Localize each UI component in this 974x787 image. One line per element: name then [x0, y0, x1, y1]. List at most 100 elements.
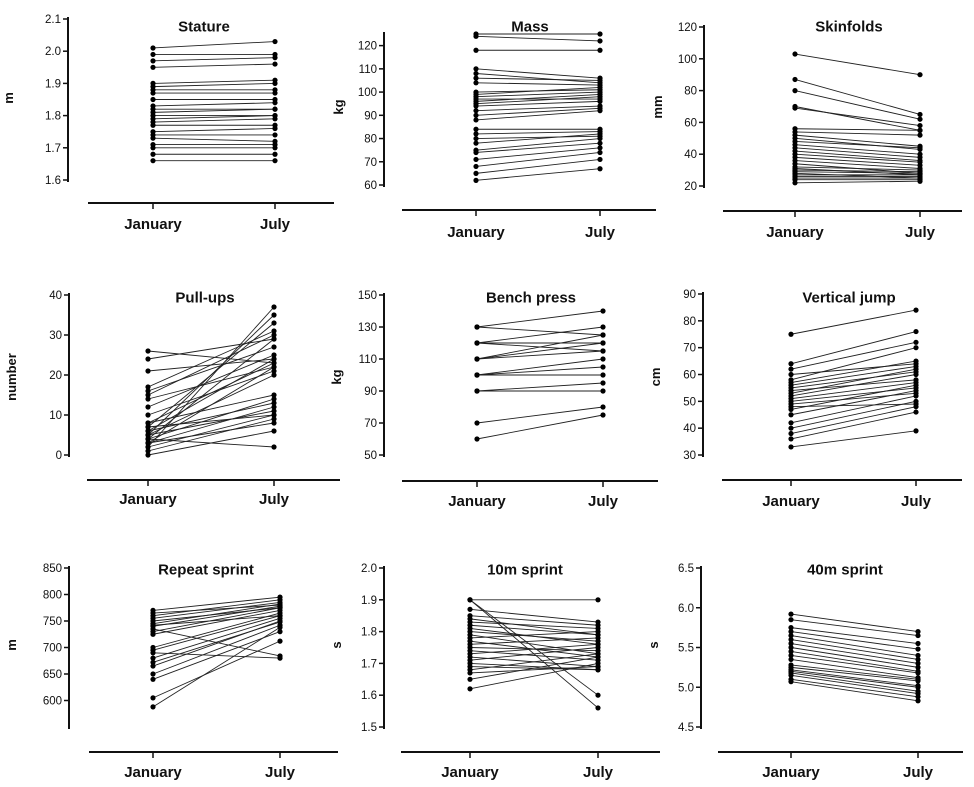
subject-line [790, 371, 917, 389]
point-january [473, 70, 479, 77]
point-july [913, 390, 919, 396]
y-tick-label: 800 [43, 590, 62, 602]
point-july [915, 698, 921, 704]
x-category-label: July [901, 493, 932, 510]
point-july [272, 106, 278, 112]
point-july [913, 409, 919, 415]
point-july [600, 348, 606, 354]
y-axis-label: s [329, 641, 344, 648]
chart-panel-4: Pull-ups number 0 10 20 30 40 January July [4, 289, 340, 508]
y-tick-label: 60 [683, 370, 696, 382]
point-july [915, 675, 921, 681]
paired-series [150, 38, 278, 164]
subject-line [152, 612, 281, 648]
subject-line [790, 613, 919, 633]
point-july [272, 38, 278, 45]
y-tick-label: 30 [683, 450, 696, 462]
point-january [788, 656, 794, 663]
paired-series [467, 597, 601, 711]
point-january [788, 361, 794, 367]
subject-line [475, 147, 601, 160]
point-january [145, 420, 151, 426]
subject-line [469, 631, 599, 639]
subject-line [790, 658, 919, 679]
subject-line [790, 382, 917, 400]
point-january [474, 372, 480, 378]
y-tick-label: 5.0 [678, 682, 694, 694]
chart-title: Pull-ups [175, 289, 234, 306]
y-axis-label: kg [329, 369, 344, 384]
subject-line [147, 438, 275, 448]
point-july [271, 420, 277, 426]
point-january [150, 51, 156, 58]
point-july [272, 51, 278, 58]
subject-line [790, 400, 917, 429]
point-july [913, 345, 919, 351]
point-january [145, 368, 151, 374]
chart-title: Skinfolds [815, 18, 883, 35]
point-july [597, 80, 603, 86]
y-tick-label: 850 [43, 563, 62, 575]
subject-line [147, 322, 275, 428]
y-tick-label: 20 [49, 370, 62, 382]
point-july [913, 339, 919, 345]
y-tick-label: 60 [364, 180, 377, 192]
y-tick-label: 1.7 [45, 143, 61, 155]
x-category-label: January [766, 224, 824, 241]
subject-line [147, 410, 275, 436]
subject-line [469, 656, 599, 668]
subject-line [475, 131, 601, 135]
point-january [474, 436, 480, 442]
point-july [271, 312, 277, 318]
point-january [145, 412, 151, 418]
point-january [150, 129, 156, 135]
y-tick-label: 6.5 [678, 563, 694, 575]
subject-line [790, 678, 919, 698]
point-january [473, 47, 479, 53]
point-january [473, 108, 479, 114]
subject-line [152, 617, 281, 659]
subject-line [790, 643, 919, 664]
y-tick-label: 80 [683, 316, 696, 328]
point-july [915, 683, 921, 689]
point-july [917, 151, 923, 157]
subject-line [790, 341, 917, 370]
subject-line [476, 310, 604, 328]
point-july [597, 149, 603, 156]
point-july [272, 113, 278, 119]
point-january [788, 617, 794, 623]
x-category-label: July [583, 764, 614, 781]
x-category-label: January [762, 764, 820, 781]
subject-line [475, 133, 601, 144]
subject-line [476, 342, 604, 352]
subject-line [794, 147, 921, 158]
y-axis-label: kg [331, 99, 346, 114]
point-january [150, 58, 156, 64]
subject-line [475, 142, 601, 153]
subject-line [790, 651, 919, 672]
subject-line [147, 358, 275, 432]
y-tick-label: 110 [359, 64, 377, 76]
point-july [271, 304, 277, 310]
subject-line [147, 346, 275, 392]
point-january [473, 80, 479, 86]
chart-panel-8: 10m sprint s 1.5 1.6 1.7 1.8 1.9 2.0 January July [329, 561, 660, 781]
y-tick-label: 20 [684, 181, 697, 193]
subject-line [790, 406, 917, 434]
subject-line [790, 392, 917, 405]
subject-line [476, 350, 604, 360]
point-january [150, 644, 156, 651]
point-july [915, 668, 921, 674]
point-july [915, 664, 921, 670]
point-july [271, 400, 277, 406]
point-july [277, 619, 283, 625]
subject-line [152, 115, 276, 120]
point-january [788, 636, 794, 643]
point-july [271, 360, 277, 366]
point-january [473, 156, 479, 163]
point-july [272, 87, 278, 93]
subject-line [794, 163, 921, 174]
point-january [145, 396, 151, 402]
y-tick-label: 1.5 [361, 722, 377, 734]
subject-line [469, 627, 599, 645]
